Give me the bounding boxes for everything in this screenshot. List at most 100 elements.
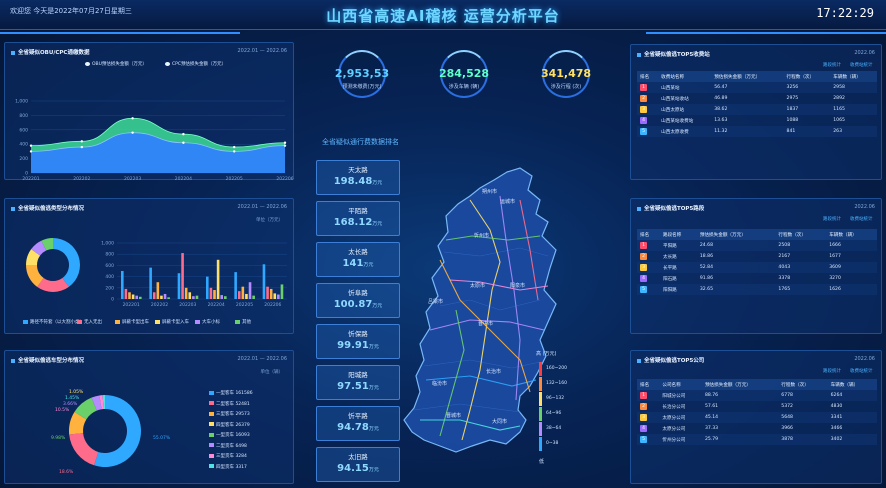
table-header-cell[interactable]: 预估损失金额（万元） [711, 71, 784, 82]
highway-route[interactable] [439, 259, 531, 393]
table-header-cell[interactable]: 车辆数（辆） [826, 229, 877, 240]
area-point[interactable] [131, 131, 134, 134]
legend-item[interactable]: 大车小标 [195, 319, 220, 325]
legend-item[interactable]: 其他 [235, 319, 251, 325]
bar[interactable] [135, 295, 138, 299]
bar[interactable] [160, 295, 163, 299]
bar[interactable] [273, 293, 277, 299]
highway-route[interactable] [445, 235, 541, 241]
bar[interactable] [195, 295, 199, 299]
date-badge[interactable]: 2022.06 [854, 204, 875, 210]
area-point[interactable] [182, 141, 185, 144]
legend-item[interactable]: 四型客车 26379 [209, 422, 250, 428]
tab-station-stat[interactable]: 收费站统计 [850, 217, 873, 222]
bar[interactable] [220, 295, 223, 299]
ring-slice[interactable] [91, 395, 102, 411]
bar[interactable] [224, 296, 227, 299]
bar[interactable] [241, 286, 245, 299]
area-point[interactable] [29, 144, 33, 147]
bar[interactable] [280, 284, 284, 299]
bar[interactable] [121, 271, 124, 299]
legend-item[interactable]: 三型货车 3284 [209, 453, 247, 459]
legend-item[interactable]: 无入无出 [77, 319, 102, 325]
road-rank-card[interactable]: 天太路 198.48万元 [316, 160, 400, 195]
table-row[interactable]: 2 山西某站收站 46.89 2975 2892 [637, 93, 877, 104]
table-header-cell[interactable]: 预估损失金额（万元） [696, 229, 776, 240]
ring-slice[interactable] [94, 395, 142, 467]
bar[interactable] [245, 293, 248, 299]
tab-road-stat[interactable]: 路段统计 [823, 217, 841, 222]
table-row[interactable]: 5 山西太原收费 11.32 841 263 [637, 126, 877, 137]
bar[interactable] [262, 264, 266, 299]
bar[interactable] [188, 292, 192, 299]
area-point[interactable] [80, 145, 84, 149]
bar[interactable] [216, 259, 220, 299]
bar[interactable] [248, 282, 252, 299]
area-point[interactable] [29, 150, 33, 153]
table-header-cell[interactable]: 行程数（次） [783, 71, 831, 82]
table-header-cell[interactable]: 行程数（次） [775, 229, 827, 240]
table-header-cell[interactable]: 排名 [637, 229, 660, 240]
highway-route[interactable] [420, 419, 521, 431]
table-row[interactable]: 4 太原分公司 37.33 3966 3466 [637, 423, 877, 434]
date-range[interactable]: 2022.01 — 2022.06 [237, 48, 287, 54]
ring-slice[interactable] [69, 433, 99, 466]
table-header-cell[interactable]: 收费站名称 [658, 71, 712, 82]
ring-slice[interactable] [69, 411, 87, 435]
tab-station-stat[interactable]: 收费站统计 [850, 369, 873, 374]
bar[interactable] [269, 288, 273, 299]
table-row[interactable]: 1 阳城分公司 88.76 6778 6264 [637, 390, 877, 401]
bar[interactable] [181, 253, 184, 299]
bar[interactable] [177, 273, 181, 299]
bar[interactable] [213, 290, 216, 299]
legend-item[interactable]: 二型货车 6498 [209, 443, 247, 449]
table-row[interactable]: 5 阳阳路 32.65 1765 1626 [637, 284, 877, 295]
ring-slice[interactable] [37, 277, 69, 292]
table-header-cell[interactable]: 行程数（次） [778, 379, 828, 390]
table-header-cell[interactable]: 路段名称 [659, 229, 697, 240]
date-badge[interactable]: 2022.06 [854, 50, 875, 56]
table-row[interactable]: 4 阳石路 91.86 3378 3270 [637, 273, 877, 284]
road-rank-card[interactable]: 平陌路 168.12万元 [316, 201, 400, 236]
area-point[interactable] [233, 150, 236, 153]
legend-item[interactable]: 屏蔽卡型出车 [115, 319, 149, 325]
legend-item[interactable]: 路径不符套（以大割小类） [23, 319, 84, 325]
area-point[interactable] [283, 141, 287, 144]
date-range[interactable]: 2022.01 — 2022.06 [237, 356, 287, 362]
bar[interactable] [266, 286, 269, 299]
table-header-cell[interactable]: 车辆数（辆） [830, 71, 877, 82]
table-row[interactable]: 3 长平路 52.84 4043 3609 [637, 262, 877, 273]
bar[interactable] [139, 296, 142, 299]
highway-route[interactable] [439, 309, 465, 437]
ring-slice[interactable] [26, 265, 44, 287]
area-point[interactable] [182, 132, 185, 136]
province-outline[interactable] [403, 167, 557, 453]
legend-item[interactable]: 二型客车 52481 [209, 401, 250, 407]
ring-slice[interactable] [74, 397, 97, 420]
legend-item[interactable]: 四型货车 3317 [209, 464, 247, 470]
road-rank-card[interactable]: 太旧路 94.15万元 [316, 447, 400, 482]
table-header-cell[interactable]: 排名 [637, 71, 659, 82]
table-row[interactable]: 2 太长路 18.86 2167 1677 [637, 251, 877, 262]
area-point[interactable] [283, 144, 287, 147]
road-rank-card[interactable]: 太长路 141万元 [316, 242, 400, 277]
highway-route[interactable] [461, 199, 501, 441]
bar[interactable] [234, 272, 237, 299]
tab-station-stat[interactable]: 收费站统计 [850, 63, 873, 68]
table-row[interactable]: 2 长治分公司 57.61 5372 4830 [637, 401, 877, 412]
bar[interactable] [209, 287, 213, 299]
bar[interactable] [149, 267, 152, 299]
road-rank-card[interactable]: 阳城路 97.51万元 [316, 365, 400, 400]
bar[interactable] [124, 288, 128, 299]
bar[interactable] [184, 287, 188, 299]
ring-slice[interactable] [102, 395, 105, 410]
ring-slice[interactable] [41, 238, 53, 251]
bar[interactable] [192, 296, 195, 299]
road-rank-card[interactable]: 忻阜路 100.87万元 [316, 283, 400, 318]
bar[interactable] [152, 292, 156, 299]
bar[interactable] [206, 276, 209, 299]
ring-slice[interactable] [53, 238, 80, 287]
legend-item[interactable]: 一型货车 16093 [209, 432, 250, 438]
bar[interactable] [237, 291, 241, 299]
